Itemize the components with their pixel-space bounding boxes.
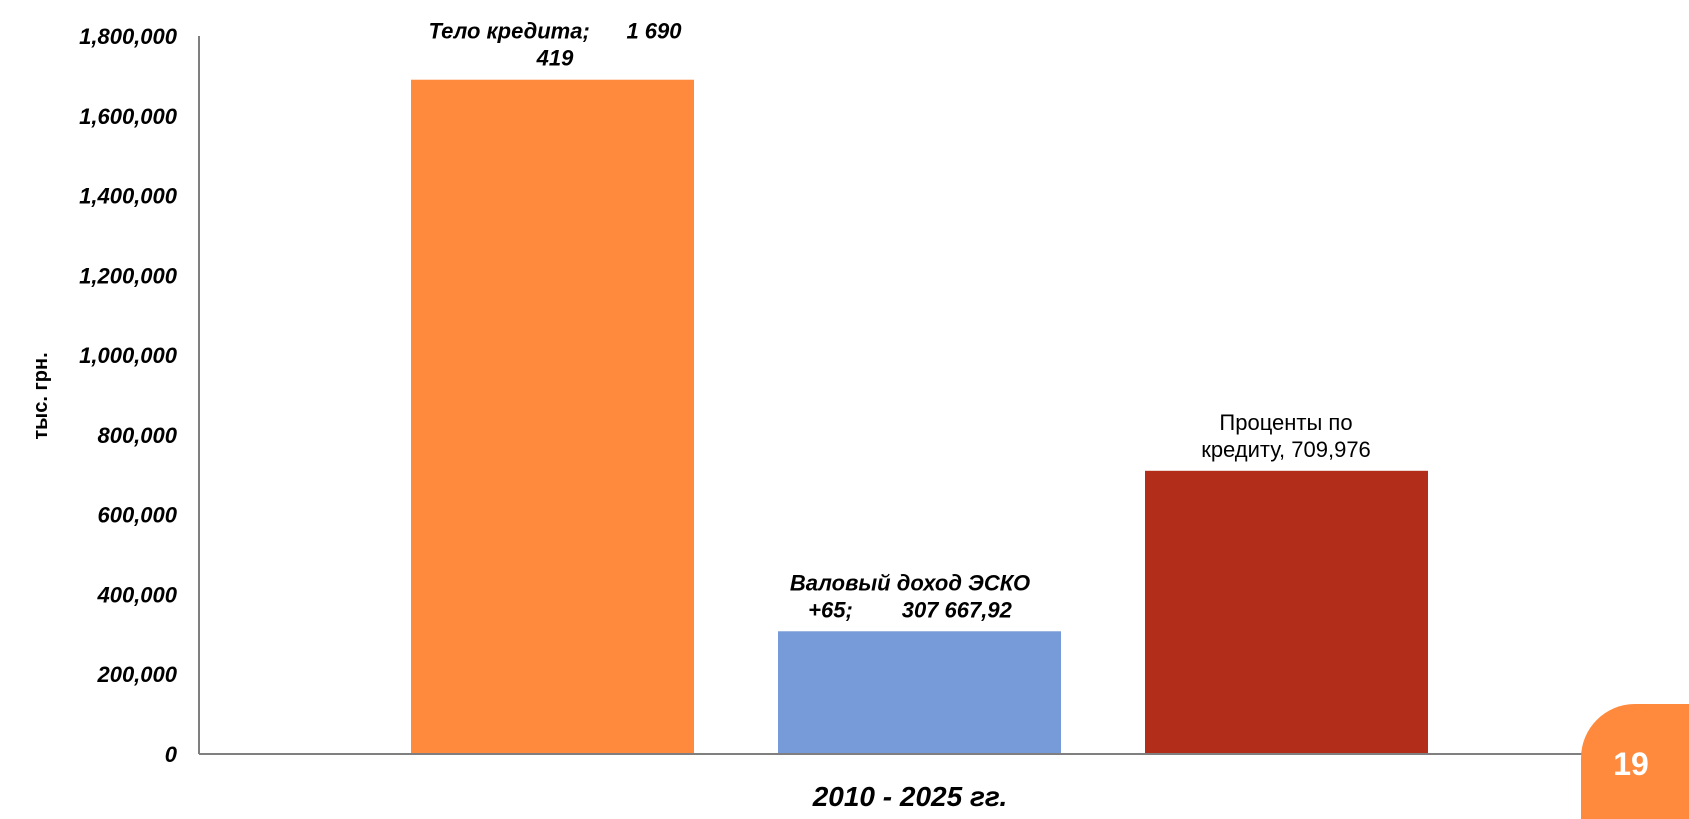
- y-axis-label: тыс. грн.: [30, 352, 52, 439]
- data-label: 419: [536, 46, 574, 71]
- y-tick-label: 1,800,000: [79, 24, 178, 49]
- bar: [1145, 470, 1428, 754]
- y-tick-label: 1,400,000: [79, 184, 178, 209]
- y-axis-tick-labels: 0 200,000 400,000 600,000 800,000 1,000,000 1,…: [79, 24, 178, 767]
- bar: [411, 79, 694, 755]
- y-tick-label: 1,600,000: [79, 104, 178, 129]
- data-label: +65; 307 667,92: [808, 597, 1012, 622]
- data-label: кредиту, 709,976: [1201, 437, 1371, 462]
- y-tick-label: 1,000,000: [79, 343, 178, 368]
- y-tick-label: 400,000: [96, 582, 177, 607]
- data-label: Тело кредита; 1 690: [428, 19, 682, 44]
- bar: [778, 631, 1061, 754]
- y-tick-label: 600,000: [97, 503, 177, 528]
- data-label: Проценты по: [1219, 410, 1352, 435]
- y-tick-label: 800,000: [97, 423, 177, 448]
- page-number: 19: [1613, 746, 1649, 782]
- page-number-badge: [1581, 704, 1689, 819]
- y-tick-label: 1,200,000: [79, 263, 178, 288]
- y-tick-label: 0: [165, 742, 178, 767]
- data-label: Валовый доход ЭСКО: [790, 570, 1030, 595]
- y-tick-label: 200,000: [96, 662, 177, 687]
- bars: [411, 79, 1428, 755]
- x-axis-label: 2010 - 2025 гг.: [812, 781, 1008, 812]
